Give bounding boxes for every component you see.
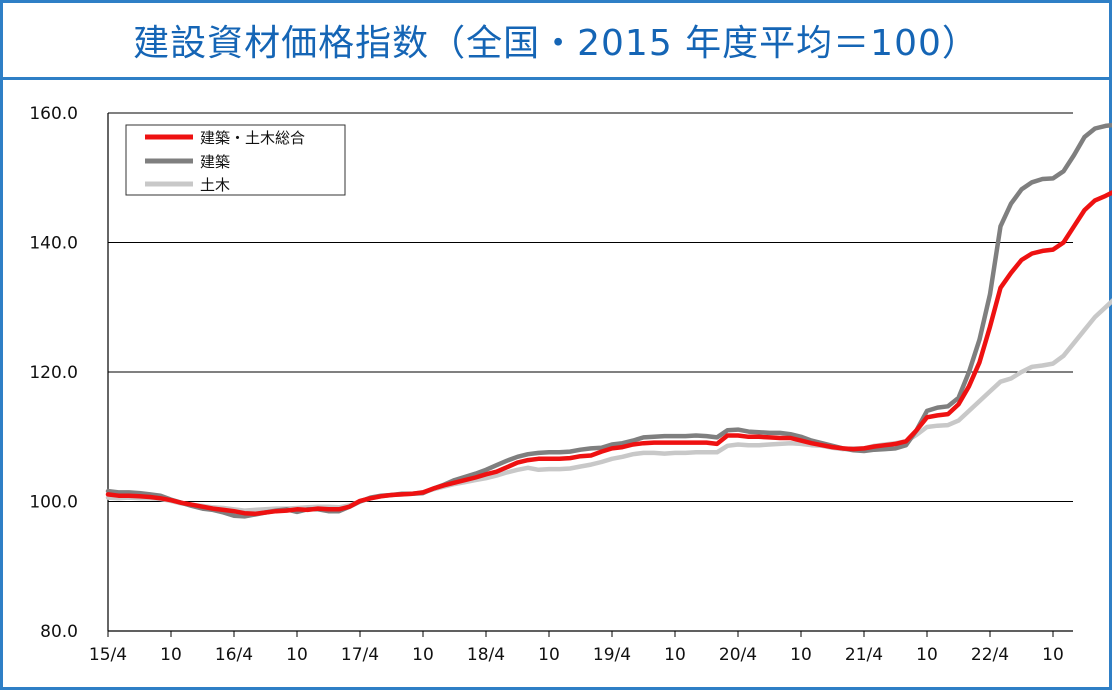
x-tick-label: 17/4 (341, 645, 379, 665)
x-tick-label: 16/4 (215, 645, 253, 665)
legend-label-civil: 土木 (200, 176, 230, 194)
legend-label-total: 建築・土木総合 (200, 129, 305, 147)
x-tick-label: 20/4 (719, 645, 757, 665)
chart-title: 建設資材価格指数（全国・2015 年度平均＝100） (133, 23, 979, 64)
series-lines (105, 122, 1112, 519)
y-tick-label: 160.0 (29, 104, 78, 124)
grid-lines (108, 112, 1073, 502)
title-bar: 建設資材価格指数（全国・2015 年度平均＝100） (3, 3, 1109, 80)
x-tick-label: 15/4 (89, 645, 127, 665)
legend-label-building: 建築 (200, 153, 230, 171)
tick-labels: 160.0 140.0 120.0 100.0 80.0 15/4 10 16/4 10 17/4… (29, 104, 1063, 665)
x-tick-label: 10 (664, 645, 686, 665)
x-tick-label: 10 (1042, 645, 1064, 665)
series-line-total (105, 190, 1112, 517)
x-tick-label: 10 (286, 645, 308, 665)
x-tick-label: 21/4 (845, 645, 883, 665)
legend: 建築・土木総合 建築 土木 (125, 124, 346, 196)
x-tick-label: 10 (160, 645, 182, 665)
axes (107, 113, 1073, 632)
x-tick-label: 10 (412, 645, 434, 665)
y-tick-label: 80.0 (40, 622, 78, 642)
x-tick-label: 10 (916, 645, 938, 665)
y-tick-label: 140.0 (29, 234, 78, 254)
y-tick-label: 100.0 (29, 493, 78, 513)
x-tick-label: 10 (790, 645, 812, 665)
x-tick-label: 19/4 (593, 645, 631, 665)
x-tick-label: 18/4 (467, 645, 505, 665)
y-tick-label: 120.0 (29, 363, 78, 383)
x-tick-label: 10 (538, 645, 560, 665)
x-tick-label: 22/4 (971, 645, 1009, 665)
